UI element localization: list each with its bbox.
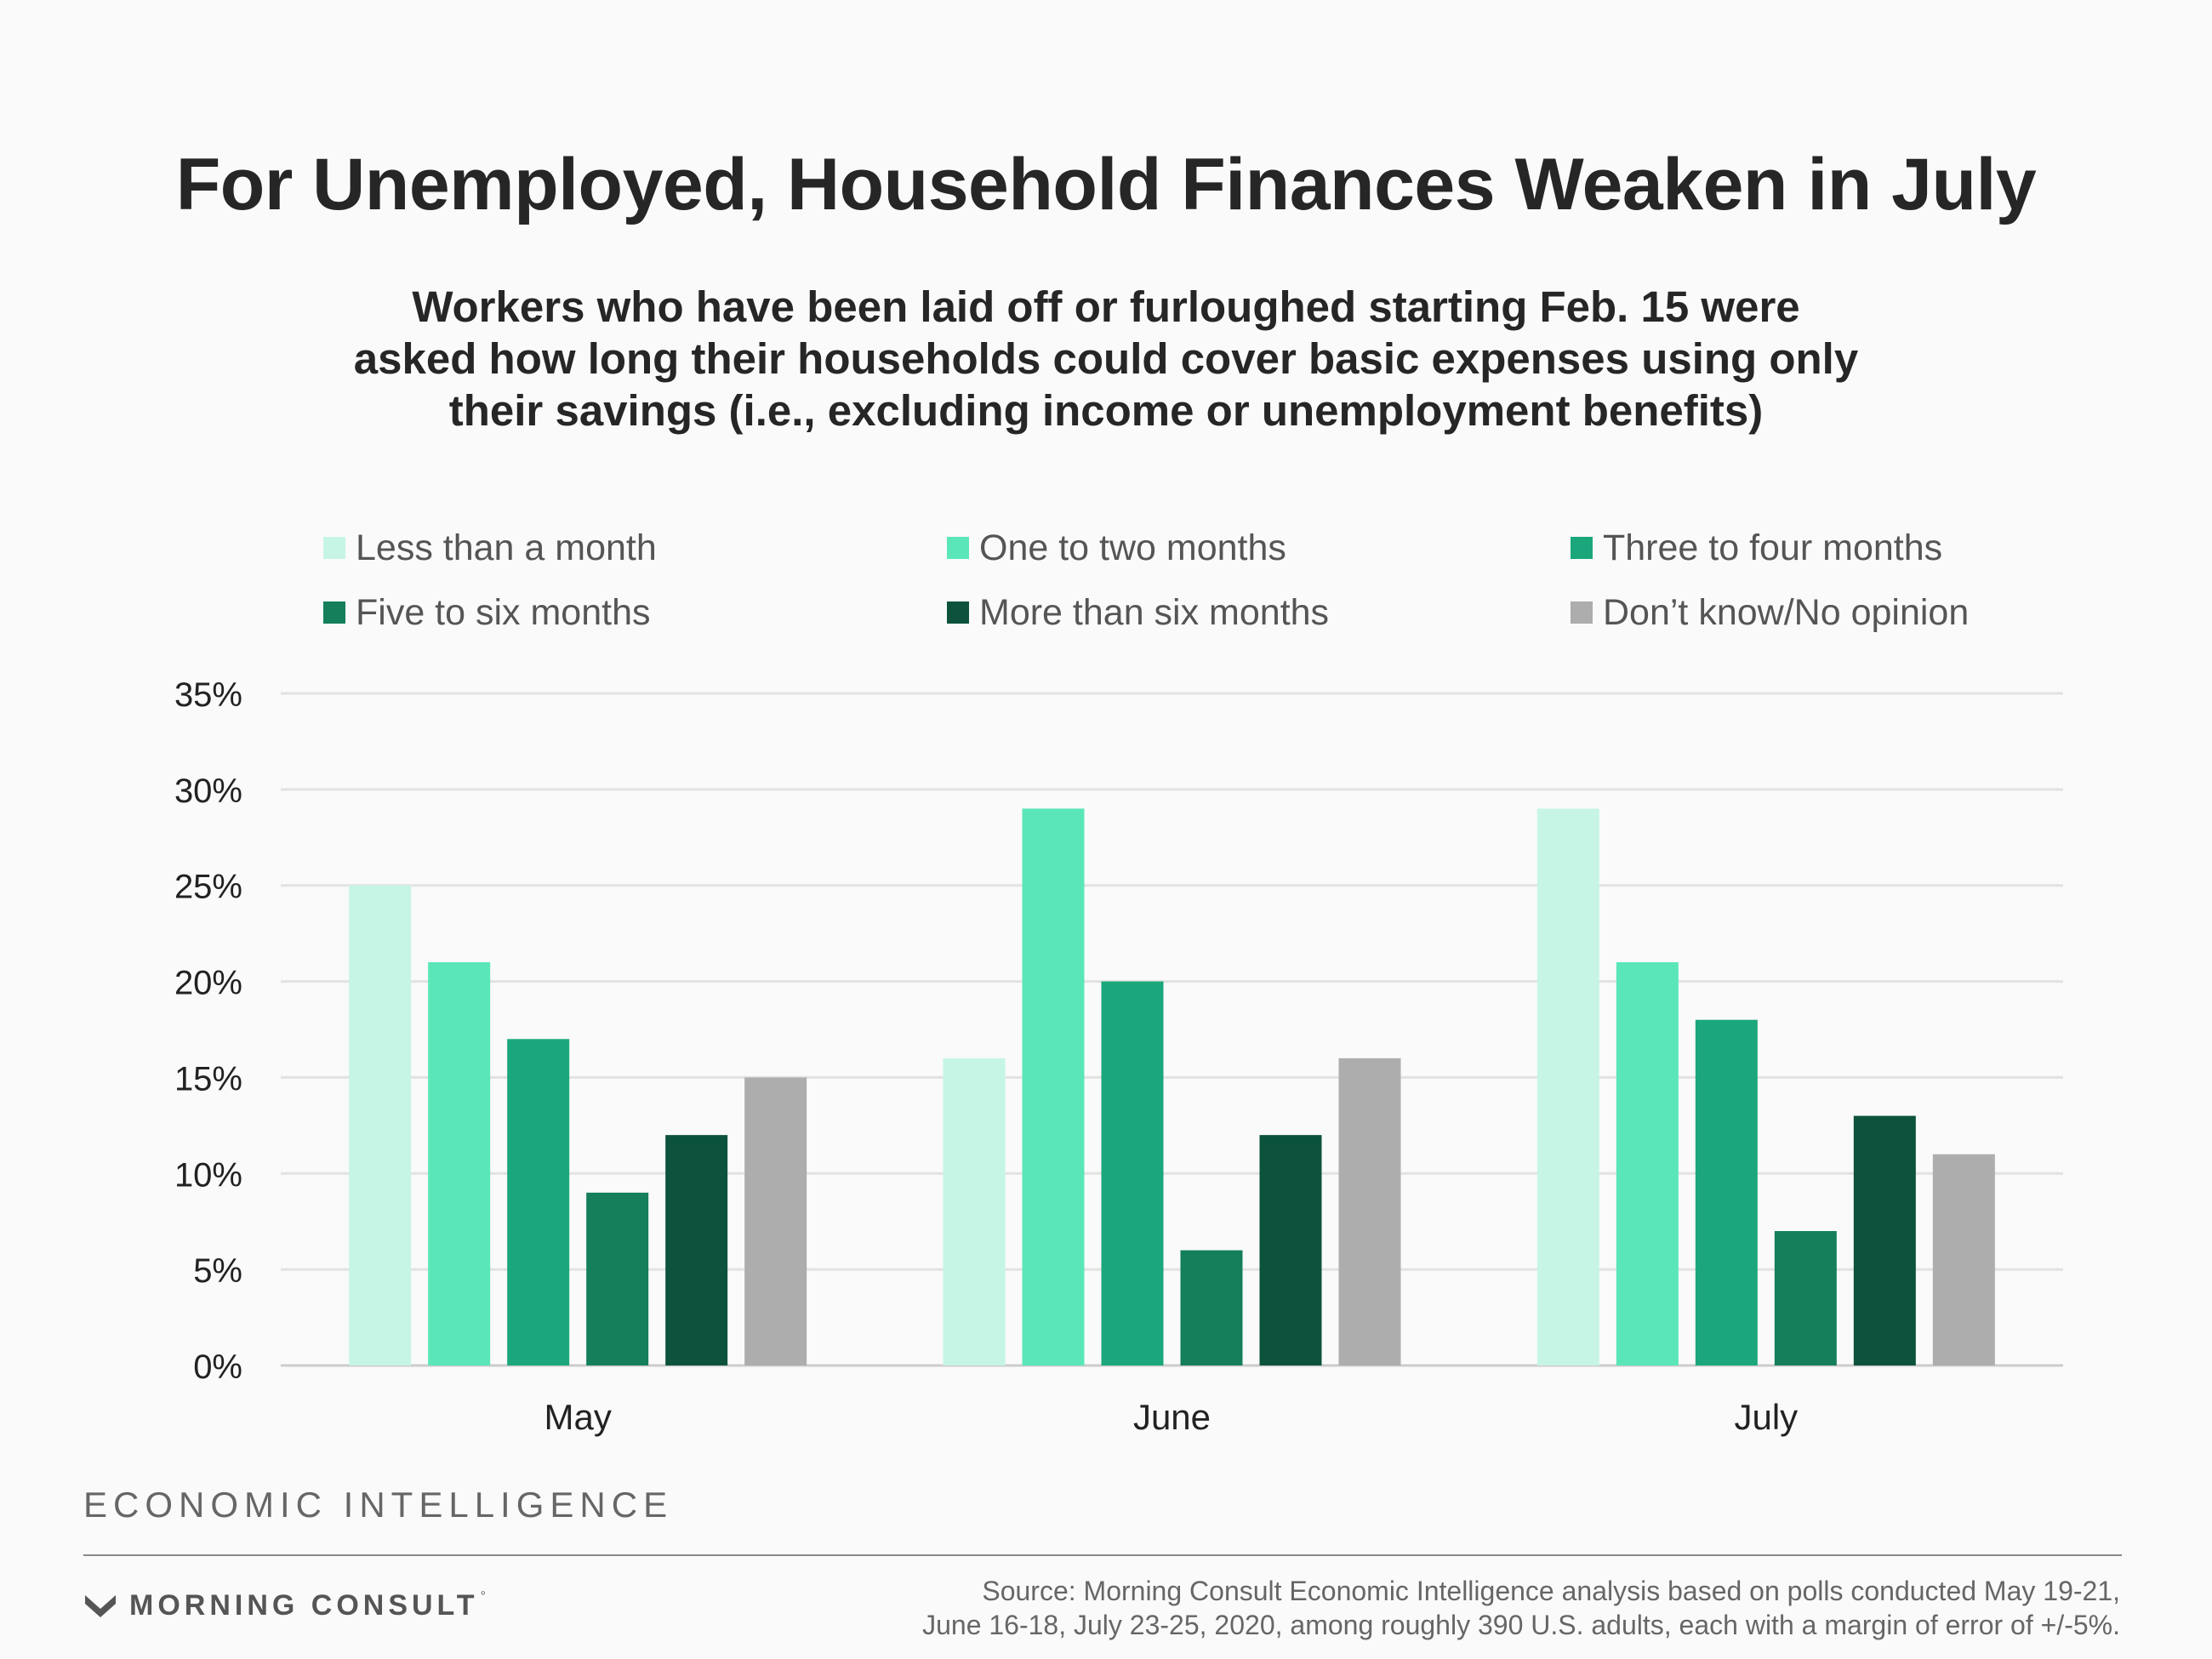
bar [507,1039,570,1365]
legend-label: Three to four months [1603,527,1943,568]
footer-divider [83,1554,2122,1556]
trademark-mark: ° [480,1589,486,1604]
y-tick-label: 25% [174,869,242,906]
bar [1338,1058,1401,1365]
x-tick-label: June [1133,1397,1211,1437]
legend-item: One to two months [947,527,1571,568]
source-line: Source: Morning Consult Economic Intelli… [982,1576,2120,1606]
bar [1101,981,1164,1365]
legend-swatch [323,601,345,624]
legend-item: Three to four months [1571,527,2059,568]
legend-label: Five to six months [356,591,651,633]
bar [586,1192,649,1365]
legend-swatch [323,537,345,559]
y-tick-label: 20% [174,965,242,1002]
bar [744,1077,807,1365]
legend-swatch [947,537,969,559]
legend-item: More than six months [947,592,1571,633]
legend-swatch [1571,601,1593,624]
y-tick-label: 35% [174,676,242,714]
x-tick-label: May [544,1397,611,1437]
bar [1695,1019,1758,1365]
y-tick-label: 30% [174,772,242,810]
bar [943,1058,1006,1365]
chart-title: For Unemployed, Household Finances Weake… [175,144,2037,225]
chart-legend: Less than a month One to two months Thre… [323,527,2059,633]
bar-chart: 0% 5% 10% 15% 20% 25% 30% 35% May June July [174,676,2063,1437]
bar [1853,1115,1916,1365]
legend-item: Five to six months [323,592,947,633]
bar [349,885,412,1365]
legend-item: Less than a month [323,527,947,568]
legend-label: Less than a month [356,527,657,568]
bar [1616,962,1679,1365]
morning-consult-chevron-icon [85,1594,116,1617]
bar [1536,808,1599,1365]
bar [1022,808,1085,1365]
legend-item: Don’t know/No opinion [1571,592,2059,633]
subtitle-line: asked how long their households could co… [353,334,1859,383]
logo: MORNING CONSULT ° [83,1589,486,1622]
x-tick-label: July [1734,1397,1798,1437]
source-line: June 16-18, July 23-25, 2020, among roug… [922,1610,2120,1640]
bar [1932,1154,1995,1365]
subtitle-line: their savings (i.e., excluding income or… [448,386,1764,435]
bar [1259,1135,1322,1365]
y-tick-label: 5% [193,1252,242,1290]
legend-swatch [947,601,969,624]
bar [665,1135,728,1365]
source-note: Source: Morning Consult Economic Intelli… [759,1574,2120,1642]
y-tick-label: 15% [174,1060,242,1097]
bar [428,962,491,1365]
brand-label: ECONOMIC INTELLIGENCE [83,1485,674,1525]
legend-label: More than six months [979,591,1330,633]
legend-label: One to two months [979,527,1286,568]
bar [1180,1250,1243,1365]
y-tick-label: 10% [174,1156,242,1194]
legend-swatch [1571,537,1593,559]
subtitle-line: Workers who have been laid off or furlou… [412,282,1800,331]
y-tick-label: 0% [193,1348,242,1386]
bar [1774,1231,1837,1365]
legend-label: Don’t know/No opinion [1603,591,1970,633]
logo-text: MORNING CONSULT [129,1589,479,1622]
chart-subtitle: Workers who have been laid off or furlou… [323,281,1889,436]
